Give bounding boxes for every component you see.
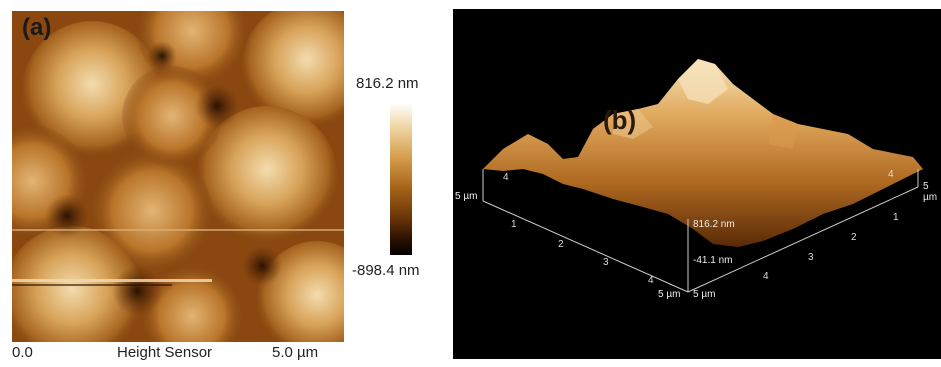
afm-3d-topography: (b) 816.2 nm -41.1 nm 5 µm 5 µm 5 µm 5 µ… [453, 9, 941, 359]
left-tick: 2 [558, 239, 564, 250]
colorbar-min-label: -898.4 nm [352, 262, 420, 279]
left-tick: 4 [648, 275, 654, 286]
right-tick: 4 [763, 271, 769, 282]
right-tick: 1 [893, 212, 899, 223]
x-axis-end-label: 5.0 µm [272, 344, 319, 361]
panel-a-label: (a) [22, 14, 52, 41]
right-tick: 2 [851, 232, 857, 243]
left-axis-end-label: 5 µm [455, 191, 478, 202]
height-colorbar [390, 103, 412, 255]
afm-height-map [12, 11, 344, 342]
right-axis-end-label: 5 µm [923, 181, 938, 203]
channel-label: Height Sensor [117, 344, 213, 361]
front-right-axis-label: 5 µm [693, 289, 716, 300]
left-tick: 1 [511, 219, 517, 230]
back-left-tick: 4 [503, 172, 509, 183]
back-right-tick: 4 [888, 169, 894, 180]
front-left-axis-label: 5 µm [658, 289, 681, 300]
z-top-label: 816.2 nm [693, 219, 735, 230]
left-tick: 3 [603, 257, 609, 268]
right-tick: 3 [808, 252, 814, 263]
colorbar-max-label: 816.2 nm [356, 75, 419, 92]
panel-b-label: (b) [603, 105, 637, 135]
z-mid-label: -41.1 nm [693, 255, 733, 266]
x-axis-start-label: 0.0 [12, 344, 33, 361]
